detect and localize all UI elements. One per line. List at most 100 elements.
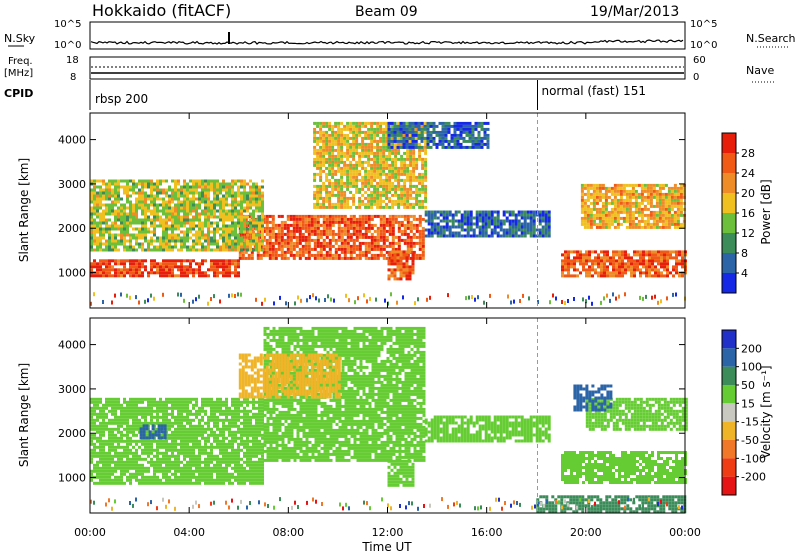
power-cell (195, 209, 198, 213)
power-cell (355, 220, 359, 224)
power-cell (355, 223, 359, 227)
power-cell (213, 197, 216, 201)
power-cell (421, 178, 425, 182)
power-cell (132, 233, 135, 237)
power-cell (90, 245, 93, 249)
power-cell (135, 206, 138, 210)
power-cell (192, 188, 195, 192)
power-cell (613, 192, 617, 196)
power-cell (636, 268, 639, 272)
power-cell (93, 233, 96, 237)
power-cell (673, 186, 677, 190)
power-cell (222, 206, 225, 210)
power-cell (108, 259, 111, 263)
nsky-label: N.Sky (4, 32, 36, 45)
velocity-cell (105, 469, 108, 473)
power-cell (417, 127, 421, 131)
power-cell (99, 248, 102, 252)
power-cell (255, 233, 258, 237)
power-cell (588, 250, 591, 254)
power-cell (367, 256, 371, 260)
power-cell (603, 256, 606, 260)
power-cell (156, 185, 159, 189)
power-cell (397, 244, 401, 248)
power-cell (120, 209, 123, 213)
power-cell (340, 127, 344, 131)
power-cell (337, 166, 341, 170)
power-cell (477, 130, 481, 134)
power-cell (412, 205, 416, 209)
power-speckle (231, 293, 233, 298)
power-cell (393, 133, 397, 137)
velocity-cell (111, 445, 114, 449)
power-cell (678, 274, 681, 278)
power-cell (319, 250, 323, 254)
power-cell (343, 229, 347, 233)
power-cell (210, 239, 213, 243)
power-cell (156, 179, 159, 183)
power-cell (382, 142, 386, 146)
power-cell (361, 235, 365, 239)
power-cell (105, 259, 108, 263)
power-cell (295, 241, 299, 245)
power-cell (90, 194, 93, 198)
power-cell (189, 265, 192, 269)
power-cell (114, 245, 117, 249)
power-cell (406, 232, 410, 236)
power-cell (93, 224, 96, 228)
power-cell (496, 222, 500, 226)
power-cell (456, 127, 460, 131)
power-cell (394, 217, 398, 221)
power-cell (204, 233, 207, 237)
power-cell (394, 163, 398, 167)
power-cell (331, 166, 335, 170)
power-cell (480, 139, 484, 143)
power-cell (471, 133, 475, 137)
velocity-cell (93, 463, 96, 467)
power-cell (460, 234, 464, 238)
velocity-cell (99, 433, 102, 437)
power-cell (397, 181, 401, 185)
power-cell (364, 175, 368, 179)
power-cell (529, 222, 533, 226)
power-cell (417, 145, 421, 149)
power-cell (216, 242, 219, 246)
power-cell (225, 194, 228, 198)
power-cell (108, 236, 111, 240)
power-cell (424, 196, 428, 200)
power-cell (448, 231, 452, 235)
velocity-cell (141, 412, 144, 416)
power-cell (385, 235, 389, 239)
power-cell (654, 250, 657, 254)
power-cell (660, 262, 663, 266)
power-cell (289, 244, 293, 248)
power-cell (622, 198, 626, 202)
power-cell (424, 166, 428, 170)
power-cell (376, 187, 380, 191)
power-cell (90, 191, 93, 195)
power-cell (595, 210, 599, 214)
power-cell (319, 157, 323, 161)
power-cell (90, 200, 93, 204)
power-cell (421, 232, 425, 236)
power-cell (216, 203, 219, 207)
power-cell (364, 145, 368, 149)
power-cell (228, 236, 231, 240)
power-cell (484, 210, 488, 214)
power-cell (621, 268, 624, 272)
power-cell (367, 133, 371, 137)
power-speckle (318, 298, 320, 303)
power-cell (322, 205, 326, 209)
power-cell (391, 235, 395, 239)
power-cell (603, 262, 606, 266)
power-cell (603, 271, 606, 275)
velocity-cell (126, 436, 129, 440)
power-cell (231, 212, 234, 216)
power-cell (346, 157, 350, 161)
power-cell (162, 221, 165, 225)
power-cell (405, 265, 409, 269)
velocity-cell (99, 430, 102, 434)
power-cell (370, 199, 374, 203)
power-cell (328, 196, 332, 200)
power-cell (364, 151, 368, 155)
